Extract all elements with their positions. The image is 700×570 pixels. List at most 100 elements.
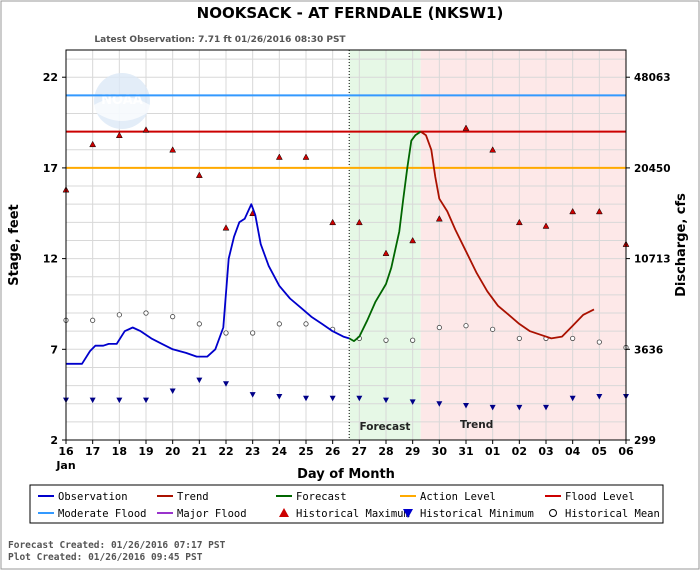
hist-mean-point — [90, 317, 96, 323]
x-tick-label: 26 — [325, 445, 341, 458]
hist-max-point — [275, 153, 283, 160]
x-tick-label: 03 — [538, 445, 553, 458]
x-tick-label: 28 — [378, 445, 393, 458]
hist-mean-point — [303, 321, 309, 327]
y-tick-label: 2 — [50, 434, 58, 447]
hist-min-point — [543, 404, 549, 411]
x-tick-label: 02 — [512, 445, 527, 458]
legend-observation-label: Observation — [58, 491, 128, 503]
x-axis-title: Day of Month — [297, 467, 395, 482]
hist-max-point — [195, 171, 203, 178]
x-tick-label: 23 — [245, 445, 260, 458]
legend-historical-mean-label: Historical Mean — [565, 508, 660, 520]
hist-mean-point — [436, 324, 442, 331]
hist-max-point — [89, 140, 97, 148]
x-tick-label: 27 — [352, 445, 367, 458]
hist-max-point — [382, 249, 390, 256]
trend-region — [420, 50, 626, 440]
legend-historical-minimum-label: Historical Minimum — [420, 508, 534, 520]
y2-axis-title: Discharge, cfs — [674, 193, 689, 297]
legend-historical-minimum-swatch — [403, 509, 413, 518]
series-trend-line — [420, 130, 595, 340]
legend-moderate-flood-label: Moderate Flood — [58, 508, 147, 520]
hist-mean-point — [596, 339, 602, 345]
noaa-logo-wave — [94, 97, 150, 121]
hist-min-point — [383, 397, 389, 404]
x-tick-label: 30 — [432, 445, 448, 458]
hist-max-point — [569, 207, 577, 215]
hist-max-point — [409, 236, 417, 244]
noaa-logo-text: NOAA — [101, 93, 143, 108]
hist-max-point — [435, 215, 443, 222]
hist-max-point — [169, 146, 177, 153]
y2-tick-label: 20450 — [634, 163, 671, 175]
hist-max-point — [302, 153, 310, 160]
legend-historical-mean-swatch — [549, 509, 557, 517]
hist-max-point — [595, 207, 603, 215]
hist-min-point — [276, 393, 283, 400]
hist-min-point — [489, 404, 496, 411]
hist-mean-point — [143, 310, 149, 316]
x-tick-label: 24 — [272, 445, 288, 458]
hist-min-point — [89, 397, 96, 404]
hist-mean-point — [570, 335, 576, 342]
y2-tick-label: 3636 — [634, 344, 663, 356]
hist-min-point — [223, 381, 229, 387]
x-tick-label: 25 — [298, 445, 313, 458]
hist-min-point — [116, 397, 123, 404]
legend-major-flood-label: Major Flood — [177, 508, 247, 520]
hist-max-point — [462, 124, 470, 131]
hist-mean-point — [463, 323, 469, 329]
hist-max-point — [115, 131, 123, 139]
hist-min-point — [436, 401, 443, 407]
hist-max-point — [355, 218, 363, 226]
hist-max-point — [222, 224, 230, 231]
legend-flood-level-label: Flood Level — [565, 491, 635, 503]
hist-max-point — [489, 146, 497, 153]
y2-tick-label: 10713 — [634, 254, 671, 266]
chart-subtitle: Latest Observation: 7.71 ft 01/26/2016 0… — [94, 35, 346, 45]
x-tick-label: 17 — [85, 445, 100, 458]
x-tick-label: 01 — [485, 445, 500, 458]
hist-mean-point — [196, 321, 202, 327]
legend-action-level-label: Action Level — [420, 491, 496, 503]
legend-trend-label: Trend — [177, 491, 209, 503]
forecast-region-label: Forecast — [360, 421, 411, 433]
hist-max-point — [515, 218, 523, 226]
x-tick-label: 16 — [58, 445, 74, 458]
hist-min-point — [169, 388, 176, 395]
hist-mean-point — [276, 321, 282, 327]
hist-mean-point — [223, 330, 229, 336]
y-tick-label: 22 — [43, 71, 58, 84]
forecast-region — [349, 50, 421, 440]
series-observation-line — [66, 203, 350, 365]
x-tick-label: 21 — [192, 445, 207, 458]
plot-created-text: Plot Created: 01/26/2016 09:45 PST — [8, 552, 203, 563]
x-month-label: Jan — [55, 459, 75, 472]
hist-min-point — [143, 397, 149, 404]
hist-mean-point — [490, 326, 496, 332]
hist-min-point — [196, 377, 203, 384]
y-axis-title: Stage, feet — [7, 204, 22, 285]
legend-historical-maximum-swatch — [279, 508, 289, 517]
chart-title: NOOKSACK - AT FERNDALE (NKSW1) — [197, 4, 504, 22]
y2-tick-label: 48063 — [634, 72, 671, 84]
hist-min-point — [516, 404, 523, 411]
hist-mean-point — [516, 335, 522, 342]
y2-tick-label: 299 — [634, 435, 656, 447]
hist-min-point — [249, 392, 256, 398]
hist-max-point — [142, 126, 150, 133]
hist-mean-point — [383, 337, 389, 343]
hist-mean-point — [116, 312, 122, 318]
hist-min-point — [329, 395, 336, 402]
hist-min-point — [409, 399, 416, 405]
hist-min-point — [569, 395, 576, 402]
plot-border — [65, 49, 627, 441]
hist-mean-point — [250, 330, 256, 336]
y-tick-label: 7 — [50, 343, 58, 356]
hist-mean-point — [170, 314, 176, 320]
legend-box — [29, 484, 664, 524]
hist-min-point — [303, 395, 309, 402]
hist-max-point — [542, 222, 550, 229]
